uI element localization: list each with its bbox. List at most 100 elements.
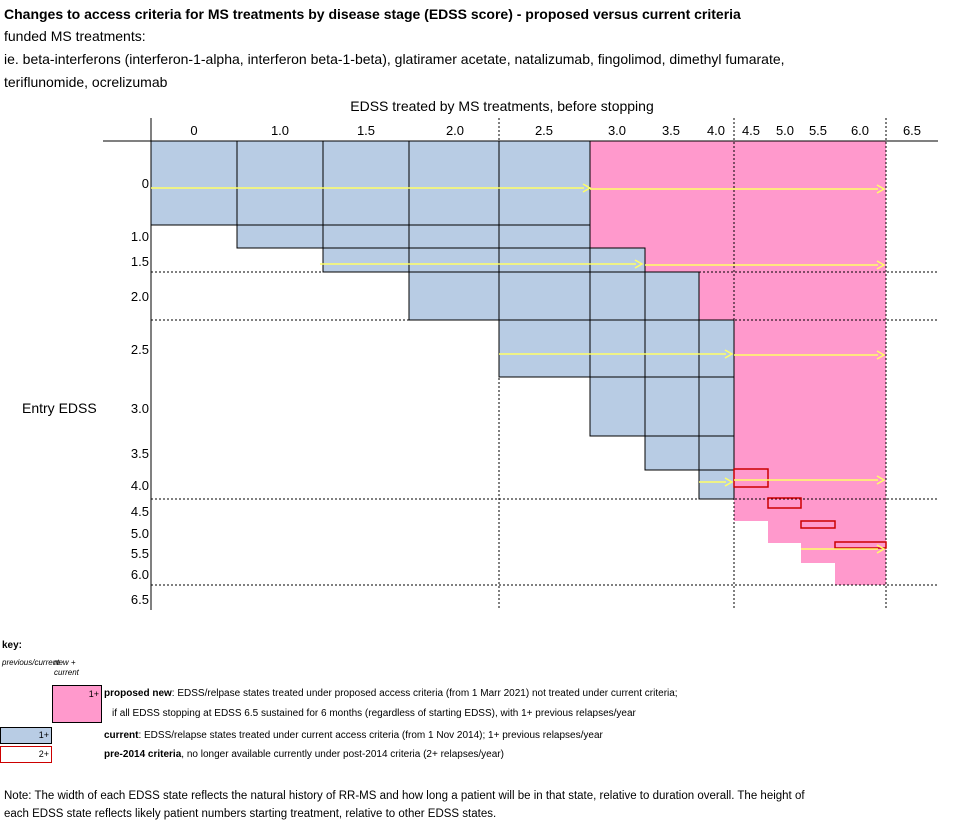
x-tick-label: 3.5	[662, 123, 680, 138]
key-proposed-text: proposed new: EDSS/relpase states treate…	[104, 688, 678, 699]
x-tick-label: 2.0	[446, 123, 464, 138]
current-cell	[589, 376, 646, 437]
proposed-cell	[768, 521, 886, 543]
current-cell	[322, 224, 410, 249]
subtitle-line-1: funded MS treatments:	[4, 28, 146, 44]
proposed-cell	[699, 272, 886, 320]
key-current-text: current: EDSS/relapse states treated und…	[104, 730, 603, 741]
current-cell	[236, 140, 324, 226]
note-line-2: each EDSS state reflects likely patient …	[4, 808, 497, 820]
key-proposed-bold: proposed new	[104, 688, 172, 699]
y-tick-label: 2.5	[131, 342, 149, 357]
y-tick-label: 1.0	[131, 229, 149, 244]
current-cell	[498, 224, 591, 249]
x-tick-label: 1.0	[271, 123, 289, 138]
subtitle-line-3: teriflunomide, ocrelizumab	[4, 74, 168, 90]
x-tick-label: 5.5	[809, 123, 827, 138]
arrow-head-icon	[582, 183, 592, 193]
proposed-cell	[645, 248, 886, 272]
proposed-cell	[734, 320, 886, 377]
pre2014-cell	[834, 541, 887, 549]
current-cell	[408, 140, 500, 226]
key-current-bold: current	[104, 730, 139, 741]
y-tick-label: 2.0	[131, 289, 149, 304]
proposed-cell	[590, 141, 886, 225]
x-tick-label: 5.0	[776, 123, 794, 138]
current-cell	[498, 319, 591, 378]
y-tick-label: 0	[142, 176, 149, 191]
current-cell	[408, 271, 500, 321]
pre2014-cell	[767, 497, 802, 509]
current-cell	[698, 376, 735, 437]
x-tick-label: 3.0	[608, 123, 626, 138]
y-tick-label: 6.0	[131, 567, 149, 582]
note-line-1: Note: The width of each EDSS state refle…	[4, 790, 805, 802]
arrow-head-icon	[876, 350, 886, 360]
y-tick-label: 1.5	[131, 254, 149, 269]
current-cell	[644, 319, 700, 378]
y-tick-label: 5.5	[131, 546, 149, 561]
current-cell	[322, 247, 410, 273]
current-cell	[589, 271, 646, 321]
current-cell	[236, 224, 324, 249]
x-tick-label: 0	[190, 123, 197, 138]
current-cell	[589, 319, 646, 378]
arrow-head-icon	[876, 184, 886, 194]
arrow-head-icon	[724, 349, 734, 359]
current-cell	[498, 140, 591, 226]
current-cell	[644, 435, 700, 471]
current-cell	[698, 435, 735, 471]
arrow-head-icon	[876, 260, 886, 270]
pre2014-cell	[800, 520, 836, 529]
key-column-new-current: new + current	[54, 658, 79, 677]
key-proposed-desc: : EDSS/relpase states treated under prop…	[171, 688, 678, 699]
x-tick-label: 1.5	[357, 123, 375, 138]
x-tick-label: 6.0	[851, 123, 869, 138]
current-cell	[408, 247, 500, 273]
key-pre2014-bold: pre-2014 criteria	[104, 749, 182, 760]
current-cell	[589, 247, 646, 273]
current-cell	[644, 271, 700, 321]
arrow-head-icon	[634, 259, 644, 269]
current-cell	[408, 224, 500, 249]
proposed-cell	[590, 225, 886, 248]
x-tick-label: 2.5	[535, 123, 553, 138]
key-current-swatch-label: 1+	[38, 730, 49, 740]
proposed-cell	[801, 543, 886, 563]
proposed-cell	[734, 377, 886, 436]
x-tick-label: 4.0	[707, 123, 725, 138]
key-pre2014-text: pre-2014 criteria, no longer available c…	[104, 749, 504, 760]
current-cell	[322, 140, 410, 226]
arrow-head-icon	[876, 544, 886, 554]
key-proposed-swatch: 1+	[52, 685, 102, 723]
key-pre2014-swatch-label: 2+	[38, 749, 49, 759]
proposed-cell	[835, 563, 886, 585]
current-cell	[498, 247, 591, 273]
x-tick-label: 6.5	[903, 123, 921, 138]
page-title: Changes to access criteria for MS treatm…	[4, 6, 741, 22]
current-cell	[150, 140, 238, 226]
y-tick-label: 4.0	[131, 478, 149, 493]
y-tick-label: 5.0	[131, 526, 149, 541]
pre2014-cell	[733, 468, 769, 488]
arrow-head-icon	[724, 477, 734, 487]
key-heading: key:	[2, 640, 23, 651]
key-current-desc: : EDSS/relapse states treated under curr…	[138, 730, 603, 741]
arrow-head-icon	[876, 475, 886, 485]
key-proposed-swatch-label: 1+	[88, 689, 99, 699]
y-tick-label: 6.5	[131, 592, 149, 607]
y-tick-label: 3.0	[131, 401, 149, 416]
proposed-cell	[734, 499, 886, 521]
current-cell	[698, 319, 735, 378]
key-pre2014-swatch: 2+	[0, 746, 52, 763]
key-current-swatch: 1+	[0, 727, 52, 744]
proposed-cell	[734, 436, 886, 470]
y-axis-label: Entry EDSS	[22, 400, 97, 416]
key-proposed-text-2: if all EDSS stopping at EDSS 6.5 sustain…	[112, 708, 636, 719]
x-axis-label: EDSS treated by MS treatments, before st…	[350, 98, 654, 114]
key-pre2014-desc: , no longer available currently under po…	[181, 749, 504, 760]
edss-diagram: EDSS treated by MS treatments, before st…	[22, 98, 938, 610]
current-cell	[498, 271, 591, 321]
y-tick-label: 4.5	[131, 504, 149, 519]
proposed-cell	[734, 470, 886, 499]
